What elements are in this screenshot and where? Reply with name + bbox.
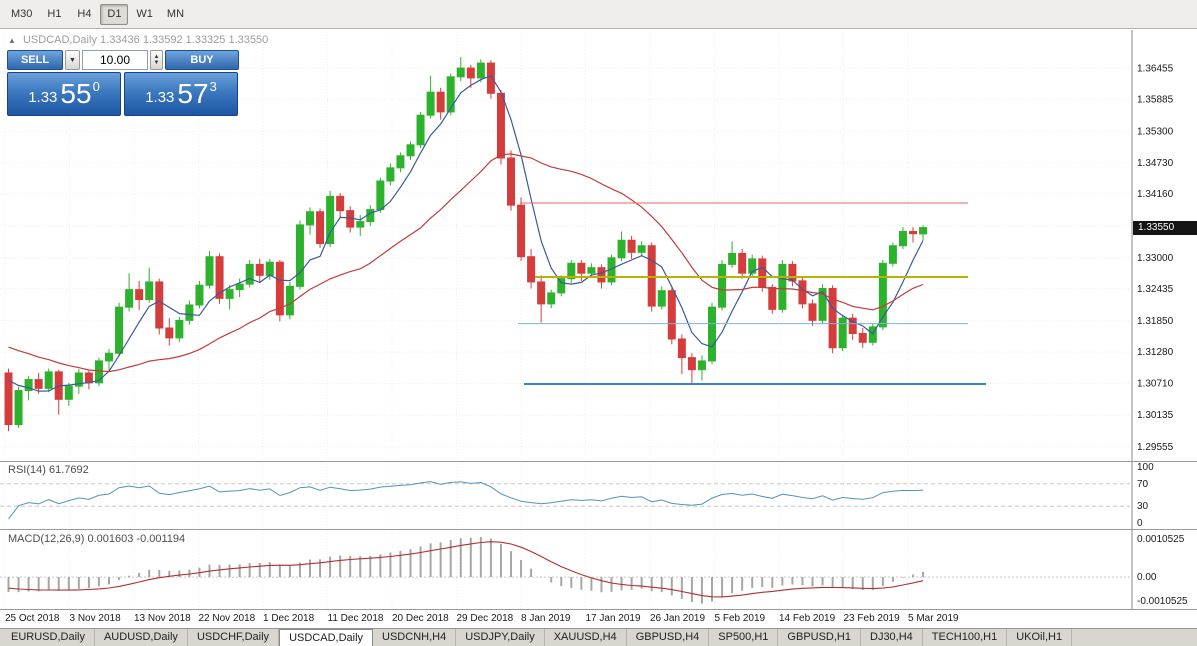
chart-title: ▲ USDCAD,Daily 1.33436 1.33592 1.33325 1… <box>8 34 268 46</box>
current-price-badge: 1.33550 <box>1133 220 1197 235</box>
svg-text:11 Dec 2018: 11 Dec 2018 <box>328 613 384 624</box>
chart-marker-icon: ▲ <box>8 36 16 45</box>
timeframe-button-h4[interactable]: H4 <box>70 4 98 25</box>
svg-text:25 Oct 2018: 25 Oct 2018 <box>5 613 60 624</box>
timeframe-button-m30[interactable]: M30 <box>5 4 38 25</box>
rsi-line <box>8 481 924 520</box>
svg-text:1.31280: 1.31280 <box>1137 347 1174 358</box>
volume-input[interactable] <box>82 50 148 70</box>
svg-text:100: 100 <box>1137 462 1154 473</box>
symbol-tab-xauusd-h4[interactable]: XAUUSD,H4 <box>545 629 627 646</box>
svg-text:1.36455: 1.36455 <box>1137 63 1174 74</box>
spinner-down-icon[interactable]: ▼ <box>153 60 160 66</box>
svg-text:1.34730: 1.34730 <box>1137 158 1174 169</box>
trade-controls-row: SELL ▼ ▲▼ BUY <box>7 50 241 70</box>
svg-text:0.0010525: 0.0010525 <box>1137 534 1185 545</box>
moving-average-line <box>8 153 924 373</box>
symbol-tab-audusd-daily[interactable]: AUDUSD,Daily <box>95 629 188 646</box>
chevron-down-icon: ▼ <box>69 56 76 64</box>
svg-text:1.32435: 1.32435 <box>1137 284 1174 295</box>
svg-text:70: 70 <box>1137 479 1149 490</box>
svg-text:5 Mar 2019: 5 Mar 2019 <box>908 613 959 624</box>
sell-price-button[interactable]: 1.33 55 0 <box>7 72 121 116</box>
moving-average-line <box>8 75 924 392</box>
svg-text:1.30710: 1.30710 <box>1137 378 1174 389</box>
svg-text:29 Dec 2018: 29 Dec 2018 <box>457 613 514 624</box>
macd-indicator-label: MACD(12,26,9) 0.001603 -0.001194 <box>8 533 186 545</box>
svg-text:5 Feb 2019: 5 Feb 2019 <box>715 613 766 624</box>
symbol-tab-gbpusd-h4[interactable]: GBPUSD,H4 <box>627 629 710 646</box>
buy-price-button[interactable]: 1.33 57 3 <box>124 72 238 116</box>
svg-text:1.30135: 1.30135 <box>1137 410 1174 421</box>
svg-text:0: 0 <box>1137 518 1143 529</box>
symbol-tab-gbpusd-h1[interactable]: GBPUSD,H1 <box>778 629 861 646</box>
timeframe-button-mn[interactable]: MN <box>161 4 190 25</box>
buy-button[interactable]: BUY <box>165 50 239 70</box>
timeframe-toolbar: M30 H1 H4 D1 W1 MN <box>0 0 1197 29</box>
svg-text:1.35885: 1.35885 <box>1137 95 1174 106</box>
buy-price-pips: 57 <box>177 78 209 109</box>
timeframe-button-w1[interactable]: W1 <box>130 4 159 25</box>
symbol-tab-eurusd-daily[interactable]: EURUSD,Daily <box>2 629 95 646</box>
svg-text:14 Feb 2019: 14 Feb 2019 <box>779 613 836 624</box>
symbol-tab-dj30-h4[interactable]: DJ30,H4 <box>861 629 923 646</box>
buy-price-pipette: 3 <box>209 79 217 94</box>
svg-text:20 Dec 2018: 20 Dec 2018 <box>392 613 449 624</box>
buy-price-base: 1.33 <box>145 89 175 106</box>
svg-text:26 Jan 2019: 26 Jan 2019 <box>650 613 705 624</box>
symbol-tab-usdcad-daily[interactable]: USDCAD,Daily <box>279 629 374 646</box>
sell-button[interactable]: SELL <box>7 50 63 70</box>
symbol-tab-usdchf-daily[interactable]: USDCHF,Daily <box>188 629 280 646</box>
symbol-tab-ukoil-h1[interactable]: UKOil,H1 <box>1007 629 1073 646</box>
svg-text:17 Jan 2019: 17 Jan 2019 <box>586 613 641 624</box>
svg-text:1.31850: 1.31850 <box>1137 316 1174 327</box>
svg-text:-0.0010525: -0.0010525 <box>1137 596 1188 607</box>
svg-text:1.35300: 1.35300 <box>1137 127 1174 138</box>
chart-ohlc-values: 1.33436 1.33592 1.33325 1.33550 <box>100 34 269 46</box>
svg-text:22 Nov 2018: 22 Nov 2018 <box>199 613 256 624</box>
one-click-trading-panel: SELL ▼ ▲▼ BUY 1.33 55 0 1.33 57 3 <box>7 50 241 116</box>
timeframe-button-d1[interactable]: D1 <box>100 3 129 25</box>
volume-spinner[interactable]: ▲ ▼ <box>150 50 163 70</box>
spinner-up-icon[interactable]: ▲ <box>153 54 160 60</box>
symbol-tab-usdcnh-h4[interactable]: USDCNH,H4 <box>373 629 457 646</box>
svg-text:1 Dec 2018: 1 Dec 2018 <box>263 613 315 624</box>
rsi-indicator-label: RSI(14) 61.7692 <box>8 464 89 476</box>
svg-text:1.34160: 1.34160 <box>1137 189 1174 200</box>
timeframe-button-h1[interactable]: H1 <box>40 4 68 25</box>
sell-price-pips: 55 <box>60 78 92 109</box>
sell-price-pipette: 0 <box>92 79 100 94</box>
svg-text:8 Jan 2019: 8 Jan 2019 <box>521 613 571 624</box>
svg-text:23 Feb 2019: 23 Feb 2019 <box>844 613 901 624</box>
trade-prices-row: 1.33 55 0 1.33 57 3 <box>7 72 241 116</box>
svg-text:3 Nov 2018: 3 Nov 2018 <box>70 613 122 624</box>
symbol-tab-tech100-h1[interactable]: TECH100,H1 <box>923 629 1008 646</box>
macd-signal-line <box>8 541 924 598</box>
svg-text:30: 30 <box>1137 501 1149 512</box>
sell-price-base: 1.33 <box>28 89 58 106</box>
svg-text:0.00: 0.00 <box>1137 572 1157 583</box>
volume-dropdown-button[interactable]: ▼ <box>65 50 80 70</box>
svg-text:13 Nov 2018: 13 Nov 2018 <box>134 613 191 624</box>
svg-text:1.29555: 1.29555 <box>1137 442 1174 453</box>
price-chart[interactable]: 1.364551.358851.353001.347301.341601.335… <box>0 30 1197 628</box>
symbol-tab-sp500-h1[interactable]: SP500,H1 <box>709 629 779 646</box>
symbol-tab-usdjpy-daily[interactable]: USDJPY,Daily <box>456 629 545 646</box>
chart-symbol-period: USDCAD,Daily <box>22 34 97 46</box>
symbol-tabbar: EURUSD,Daily AUDUSD,Daily USDCHF,Daily USDC… <box>0 628 1197 646</box>
svg-text:1.33000: 1.33000 <box>1137 253 1174 264</box>
